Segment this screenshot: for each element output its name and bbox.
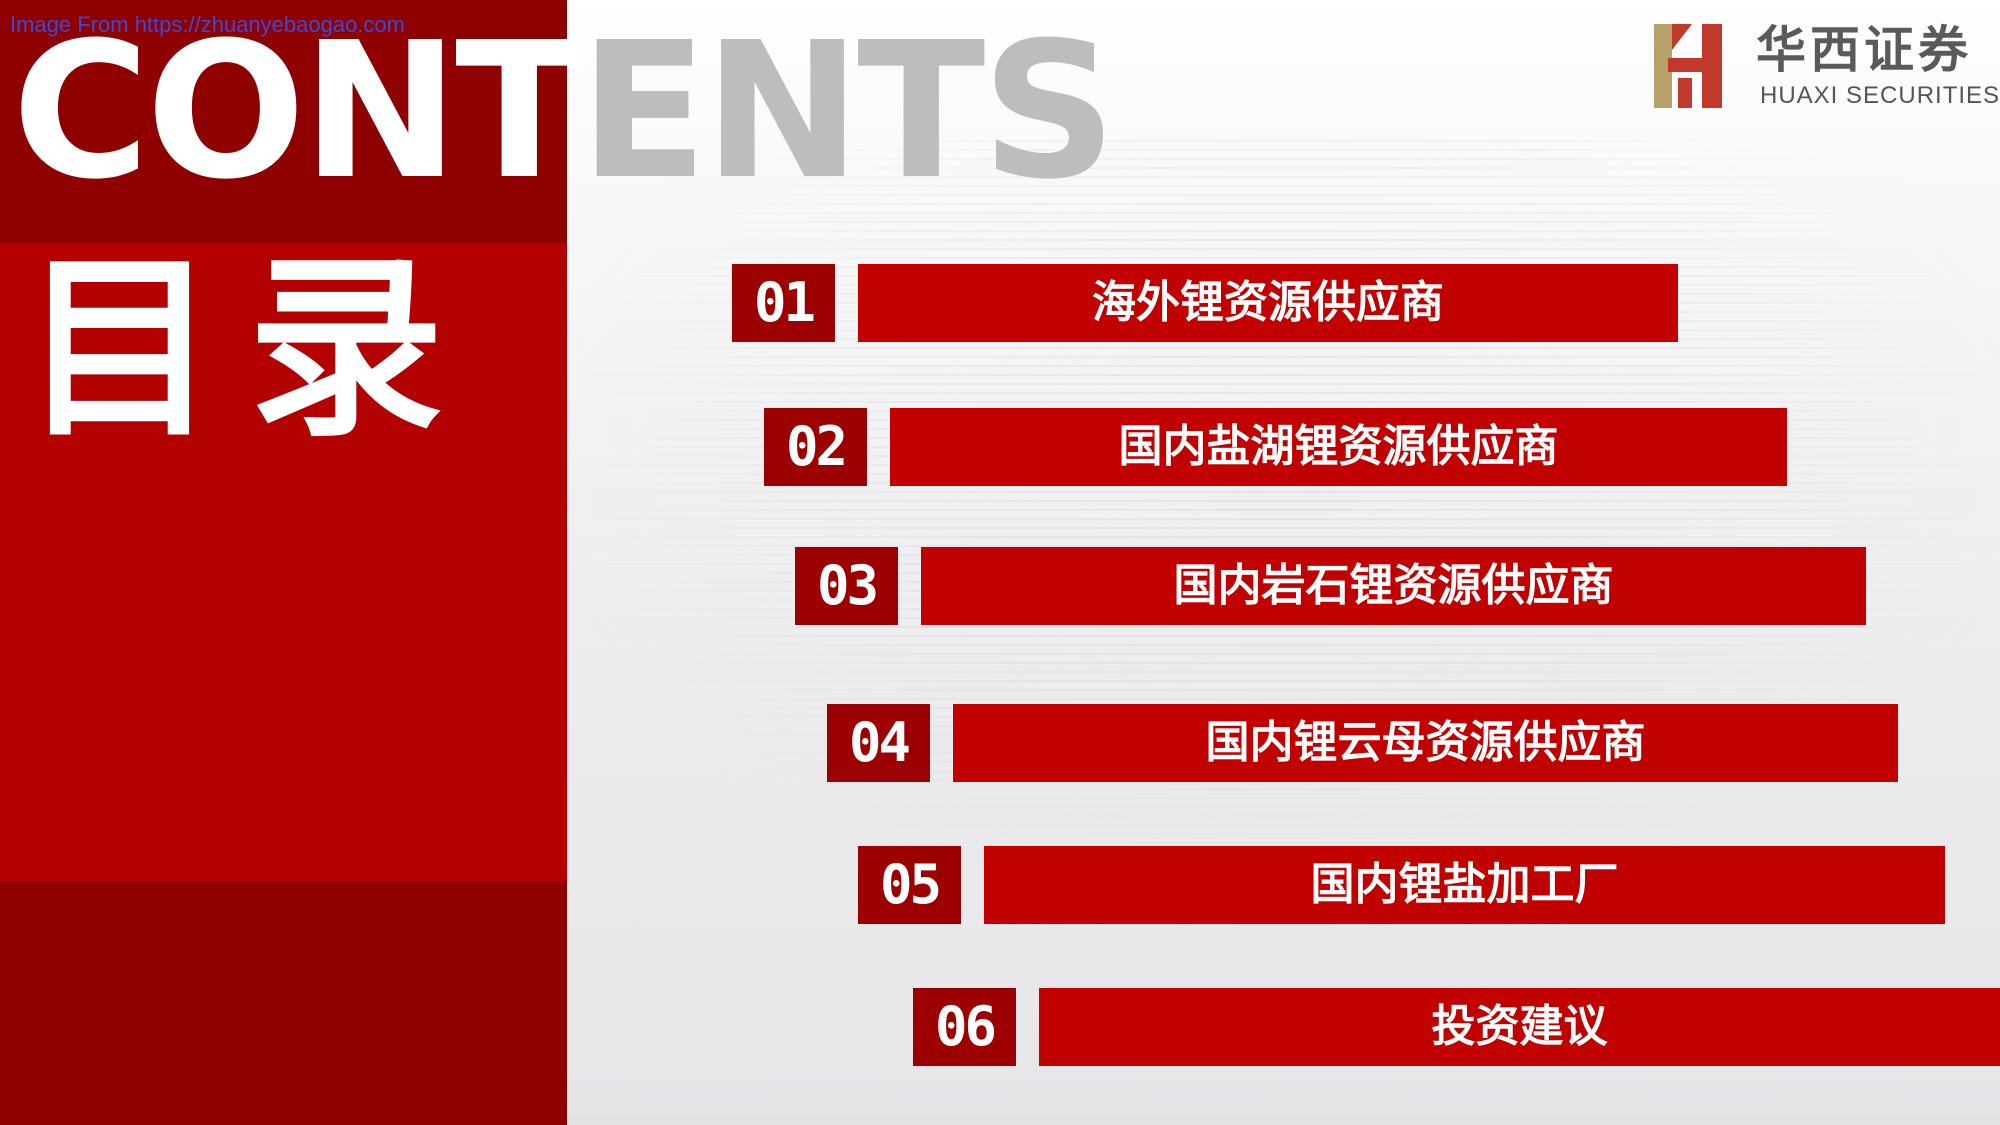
contents-heading: CONTENTS [12, 18, 1117, 206]
menu-label[interactable]: 国内盐湖锂资源供应商 [890, 408, 1787, 486]
menu-item-06[interactable]: 06 投资建议 [913, 988, 2000, 1066]
menu-number: 06 [913, 988, 1016, 1066]
menu-item-04[interactable]: 04 国内锂云母资源供应商 [827, 704, 1898, 782]
world-map-texture [567, 140, 2000, 940]
left-panel-bottom [0, 881, 567, 1125]
menu-item-03[interactable]: 03 国内岩石锂资源供应商 [795, 547, 1866, 625]
menu-label[interactable]: 国内岩石锂资源供应商 [921, 547, 1866, 625]
huaxi-securities-logo: 华西证券 HUAXI SECURITIES [1648, 20, 1999, 115]
menu-label[interactable]: 海外锂资源供应商 [858, 264, 1678, 342]
logo-name-cn: 华西证券 [1756, 20, 1972, 79]
logo-name-en: HUAXI SECURITIES [1760, 82, 2000, 109]
page-title: 目录 [22, 236, 475, 464]
menu-label[interactable]: 国内锂盐加工厂 [984, 846, 1945, 924]
watermark-link[interactable]: Image From https://zhuanyebaogao.com [10, 12, 405, 37]
menu-number: 05 [858, 846, 961, 924]
bottom-band [567, 1115, 2000, 1125]
contents-heading-gray: ENTS [579, 2, 1116, 221]
menu-number: 01 [732, 264, 835, 342]
menu-number: 03 [795, 547, 898, 625]
menu-number: 04 [827, 704, 930, 782]
menu-number: 02 [764, 408, 867, 486]
left-panel-top [0, 0, 567, 243]
menu-item-05[interactable]: 05 国内锂盐加工厂 [858, 846, 1945, 924]
menu-label[interactable]: 投资建议 [1039, 988, 2000, 1066]
huaxi-logo-icon [1654, 24, 1722, 108]
menu-item-01[interactable]: 01 海外锂资源供应商 [732, 264, 1678, 342]
menu-item-02[interactable]: 02 国内盐湖锂资源供应商 [764, 408, 1787, 486]
left-panel-middle [0, 243, 567, 881]
contents-heading-white: CONT [12, 2, 583, 221]
menu-label[interactable]: 国内锂云母资源供应商 [953, 704, 1898, 782]
